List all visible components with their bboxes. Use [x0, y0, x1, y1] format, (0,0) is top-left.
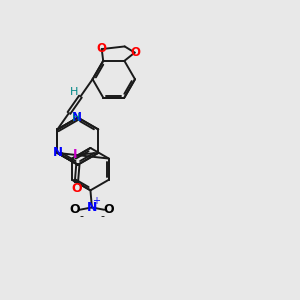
- Text: O: O: [104, 203, 114, 216]
- Text: -: -: [79, 211, 83, 221]
- Text: N: N: [53, 146, 63, 159]
- Text: -: -: [101, 211, 105, 221]
- Text: I: I: [73, 148, 77, 161]
- Text: O: O: [130, 46, 140, 59]
- Text: +: +: [92, 196, 100, 206]
- Text: O: O: [70, 203, 80, 216]
- Text: H: H: [71, 113, 80, 123]
- Text: O: O: [71, 182, 82, 195]
- Text: O: O: [96, 42, 106, 55]
- Text: H: H: [70, 87, 78, 97]
- Text: N: N: [87, 201, 97, 214]
- Text: N: N: [72, 110, 82, 124]
